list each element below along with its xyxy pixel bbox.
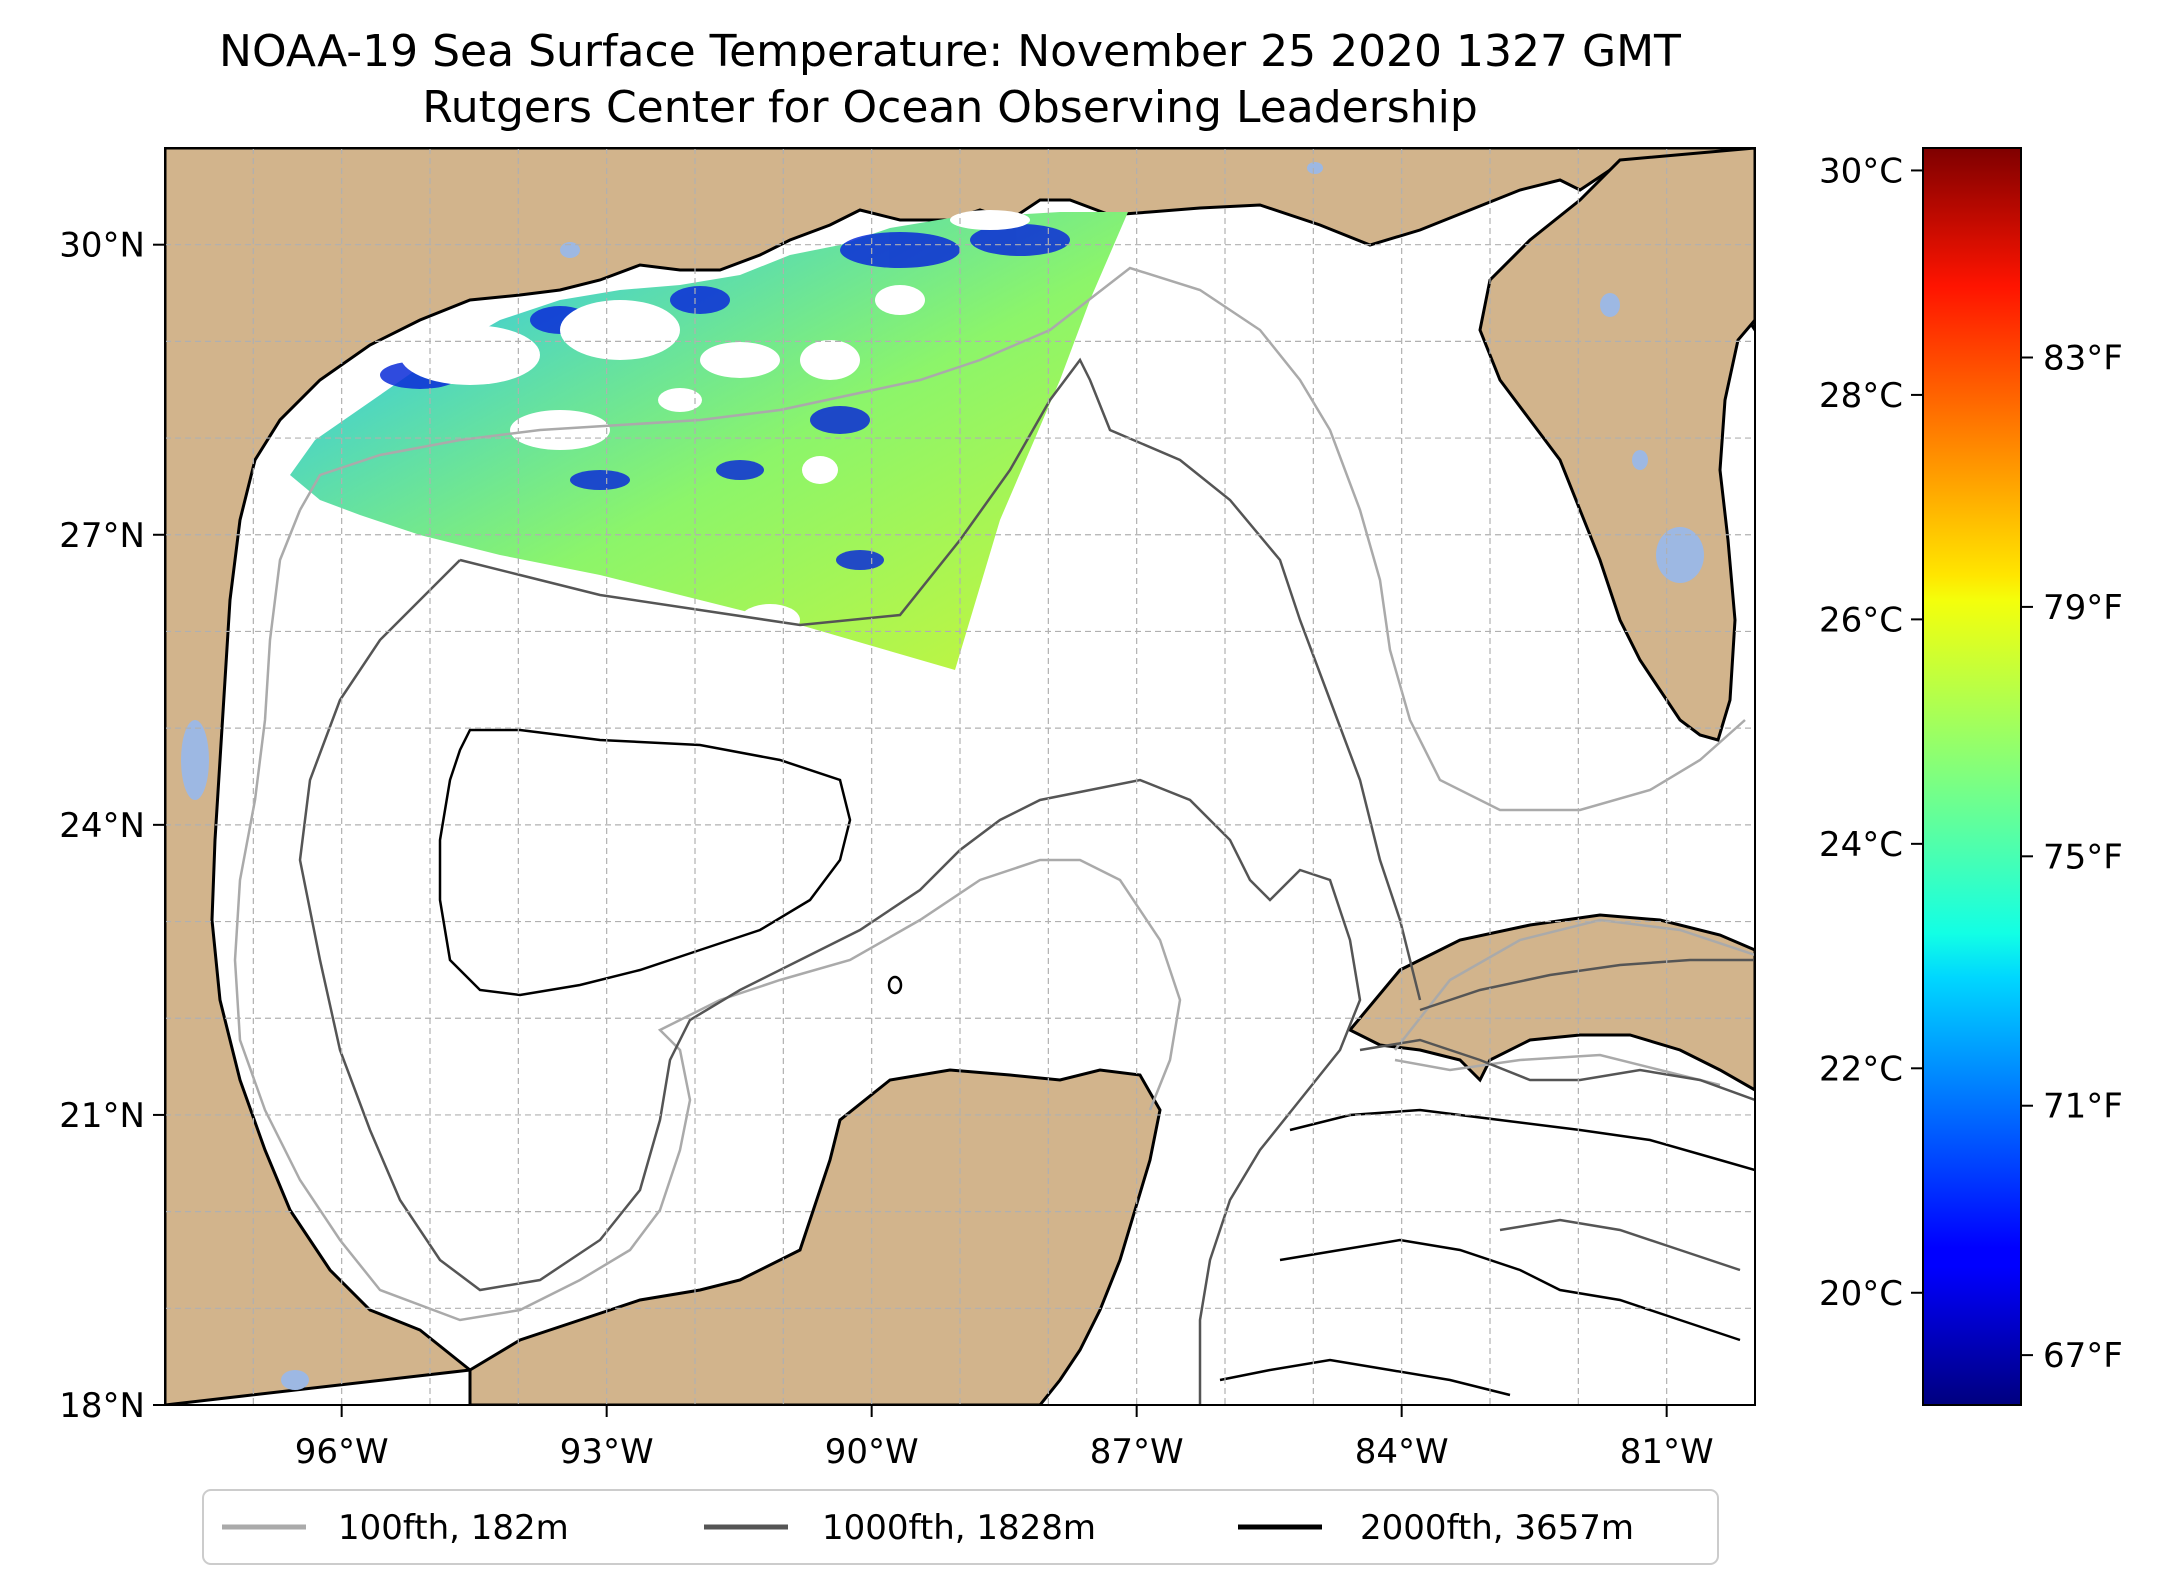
- land: [165, 148, 1755, 1405]
- lat-tick-label: 27°N: [59, 516, 145, 556]
- sst-swath-area: [290, 212, 1128, 670]
- colorbar-f-tick-label: 67°F: [2043, 1336, 2123, 1376]
- land-yucatan: [468, 1068, 1162, 1405]
- legend-item-1000fth: 1000fth, 1828m: [704, 1508, 1096, 1548]
- legend-box: [202, 1489, 1719, 1565]
- colorbar-c-tick-label: 28°C: [1819, 376, 1903, 416]
- sst-swath: [290, 210, 1128, 670]
- colorbar-celsius-ticks: 30°C 28°C 26°C 24°C 22°C 20°C: [1819, 151, 1923, 1314]
- lake-okeechobee: [1656, 527, 1704, 583]
- lon-tick-label: 96°W: [295, 1432, 389, 1472]
- inland-water: [181, 162, 1704, 1390]
- legend-label: 100fth, 182m: [338, 1508, 569, 1548]
- lon-tick-label: 87°W: [1090, 1432, 1184, 1472]
- lat-tick-label: 18°N: [59, 1386, 145, 1426]
- contour-1000fth: [298, 357, 1755, 1405]
- colorbar: 30°C 28°C 26°C 24°C 22°C 20°C 83°F 79°F 75°F 71°…: [1819, 147, 2123, 1406]
- title-line1: NOAA-19 Sea Surface Temperature: Novembe…: [219, 26, 1681, 77]
- legend-label: 2000fth, 3657m: [1360, 1508, 1634, 1548]
- legend: 100fth, 182m 1000fth, 1828m 2000fth, 365…: [202, 1489, 1719, 1565]
- map-frame: [164, 147, 1756, 1406]
- lat-tick-label: 21°N: [59, 1096, 145, 1136]
- land-florida: [1478, 148, 1755, 742]
- colorbar-gradient: [1922, 147, 2022, 1406]
- lat-tick-label: 30°N: [59, 226, 145, 266]
- colorbar-f-tick-label: 71°F: [2043, 1087, 2123, 1127]
- title-line2: Rutgers Center for Ocean Observing Leade…: [422, 82, 1478, 133]
- lon-tick-label: 81°W: [1620, 1432, 1714, 1472]
- lon-tick-label: 93°W: [560, 1432, 654, 1472]
- legend-item-2000fth: 2000fth, 3657m: [1238, 1508, 1634, 1548]
- map-panel: 96°W 93°W 90°W 87°W 84°W 81°W 30°N 27°N 24°N 21°…: [59, 147, 1756, 1472]
- colorbar-c-tick-label: 24°C: [1819, 825, 1903, 865]
- lon-tick-labels: 96°W 93°W 90°W 87°W 84°W 81°W: [295, 1405, 1714, 1472]
- contour-100fth: [233, 266, 1755, 1322]
- gridlines: [165, 148, 1755, 1405]
- lon-tick-label: 90°W: [825, 1432, 919, 1472]
- legend-label: 1000fth, 1828m: [822, 1508, 1096, 1548]
- colorbar-c-tick-label: 26°C: [1819, 600, 1903, 640]
- colorbar-f-tick-label: 83°F: [2043, 339, 2123, 379]
- colorbar-f-tick-label: 79°F: [2043, 588, 2123, 628]
- colorbar-f-tick-label: 75°F: [2043, 837, 2123, 877]
- land-cuba: [1347, 913, 1755, 1092]
- colorbar-c-tick-label: 22°C: [1819, 1049, 1903, 1089]
- contour-2000fth: [438, 728, 1755, 1397]
- legend-item-100fth: 100fth, 182m: [222, 1508, 569, 1548]
- land-us-gulf-coast: [165, 148, 1755, 1405]
- lat-tick-labels: 30°N 27°N 24°N 21°N 18°N: [59, 226, 165, 1426]
- lon-tick-label: 84°W: [1355, 1432, 1449, 1472]
- colorbar-c-tick-label: 30°C: [1819, 151, 1903, 191]
- colorbar-fahrenheit-ticks: 83°F 79°F 75°F 71°F 67°F: [2021, 339, 2123, 1376]
- colorbar-c-tick-label: 20°C: [1819, 1274, 1903, 1314]
- lat-tick-label: 24°N: [59, 806, 145, 846]
